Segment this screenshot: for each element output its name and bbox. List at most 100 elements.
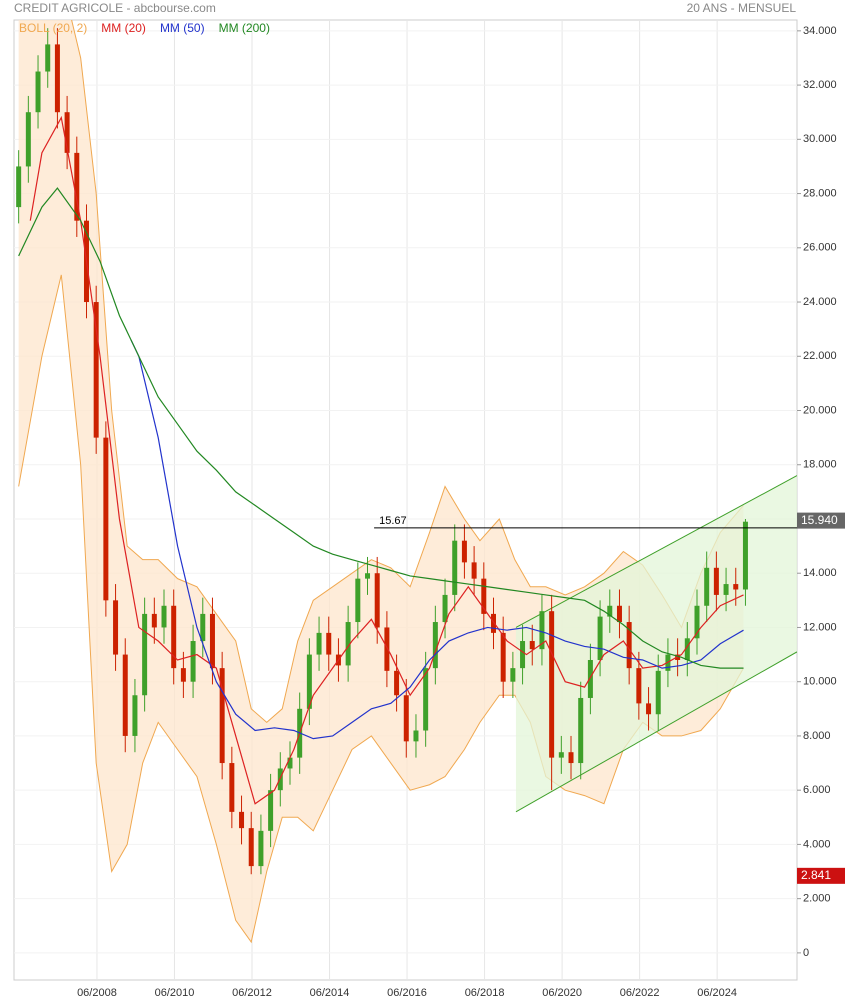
candle-body [626, 622, 632, 669]
candle-body [171, 605, 177, 669]
candle-body [180, 668, 186, 682]
candle-body [597, 616, 603, 660]
candle-body [539, 611, 545, 650]
y-tick-label: 6.000 [803, 784, 831, 796]
candle-body [122, 654, 128, 736]
chart-title: CREDIT AGRICOLE - abcbourse.com [14, 1, 216, 15]
bollinger-lower [18, 274, 744, 944]
y-tick-label: 18.000 [803, 459, 837, 471]
y-tick-label: 32.000 [803, 79, 837, 91]
y-tick-label: 8.000 [803, 730, 831, 742]
candle-body [239, 811, 245, 829]
candle-body [733, 584, 739, 590]
y-tick-label: 2.000 [803, 893, 831, 905]
plot-area [13, 19, 798, 981]
candle-body [636, 668, 642, 704]
candle-body [306, 654, 312, 709]
candle-body [568, 752, 574, 764]
y-tick-label: 28.000 [803, 187, 837, 199]
candle-body [616, 605, 622, 623]
candle-body [355, 578, 361, 623]
candle-body [442, 594, 448, 623]
candle-body [578, 697, 584, 764]
candle-body [209, 613, 215, 669]
candle-body [365, 573, 371, 579]
candle-body [229, 763, 235, 812]
candle-body [25, 112, 31, 167]
candle-body [704, 567, 710, 606]
candle-body [103, 437, 109, 601]
y-tick-label: 20.000 [803, 404, 837, 416]
y-tick-label: 30.000 [803, 133, 837, 145]
candle-body [316, 632, 322, 655]
channel-upper [515, 475, 797, 628]
candle-body [520, 641, 526, 669]
candle-body [93, 302, 99, 438]
candle-body [723, 584, 729, 595]
candle-body [16, 166, 22, 208]
candle-body [529, 641, 535, 650]
candle-body [35, 71, 41, 113]
candle-body [452, 540, 458, 595]
candle-body [200, 613, 206, 642]
x-tick-label: 06/2012 [232, 987, 272, 999]
candle-body [461, 540, 467, 563]
moving-average [130, 339, 744, 740]
candle-body [64, 112, 70, 153]
candle-body [268, 790, 274, 831]
last-price-label: 15.940 [801, 513, 838, 527]
candle-body [558, 752, 564, 758]
candle-body [471, 562, 477, 579]
y-tick-label: 14.000 [803, 567, 837, 579]
y-tick-label: 24.000 [803, 296, 837, 308]
candle-body [113, 600, 119, 655]
y-tick-label: 10.000 [803, 676, 837, 688]
candle-body [287, 757, 293, 769]
candle-body [374, 573, 380, 628]
x-tick-label: 06/2010 [155, 987, 195, 999]
bollinger-upper [71, 20, 744, 724]
y-tick-label: 22.000 [803, 350, 837, 362]
candle-body [423, 668, 429, 731]
legend-entry: BOLL (20, 2) [19, 21, 87, 35]
candle-body [413, 730, 419, 742]
candle-body [384, 627, 390, 671]
y-tick-label: 12.000 [803, 621, 837, 633]
x-tick-label: 06/2020 [542, 987, 582, 999]
candle-body [432, 622, 438, 669]
legend-entry: MM (20) [101, 21, 146, 35]
candle-body [190, 641, 196, 682]
candle-body [490, 613, 496, 633]
moving-average [29, 115, 744, 805]
candle-body [510, 668, 516, 682]
candle-body [646, 703, 652, 715]
last-price-box [797, 512, 845, 529]
candle-body [500, 632, 506, 682]
y-tick-label: 26.000 [803, 242, 837, 254]
x-tick-label: 06/2016 [387, 987, 427, 999]
candle-body [74, 152, 80, 221]
y-tick-label: 0 [803, 947, 809, 959]
candle-body [742, 521, 748, 590]
candle-body [694, 605, 700, 639]
y-tick-label: 4.000 [803, 838, 831, 850]
candle-body [258, 830, 264, 867]
candle-body [219, 668, 225, 764]
candle-body [607, 605, 613, 617]
candle-body [45, 44, 51, 72]
candle-body [142, 613, 148, 696]
candle-body [161, 605, 167, 628]
candle-body [549, 611, 555, 758]
level-label: 15.67 [379, 515, 407, 527]
channel-lower [515, 651, 797, 813]
candle-body [403, 695, 409, 742]
low-marker-box [797, 867, 845, 884]
candle-body [248, 828, 254, 867]
candle-body [713, 567, 719, 595]
x-tick-label: 06/2024 [697, 987, 737, 999]
moving-average [18, 187, 744, 669]
candle-body [587, 660, 593, 698]
candle-body [655, 670, 661, 715]
candle-body [394, 670, 400, 696]
